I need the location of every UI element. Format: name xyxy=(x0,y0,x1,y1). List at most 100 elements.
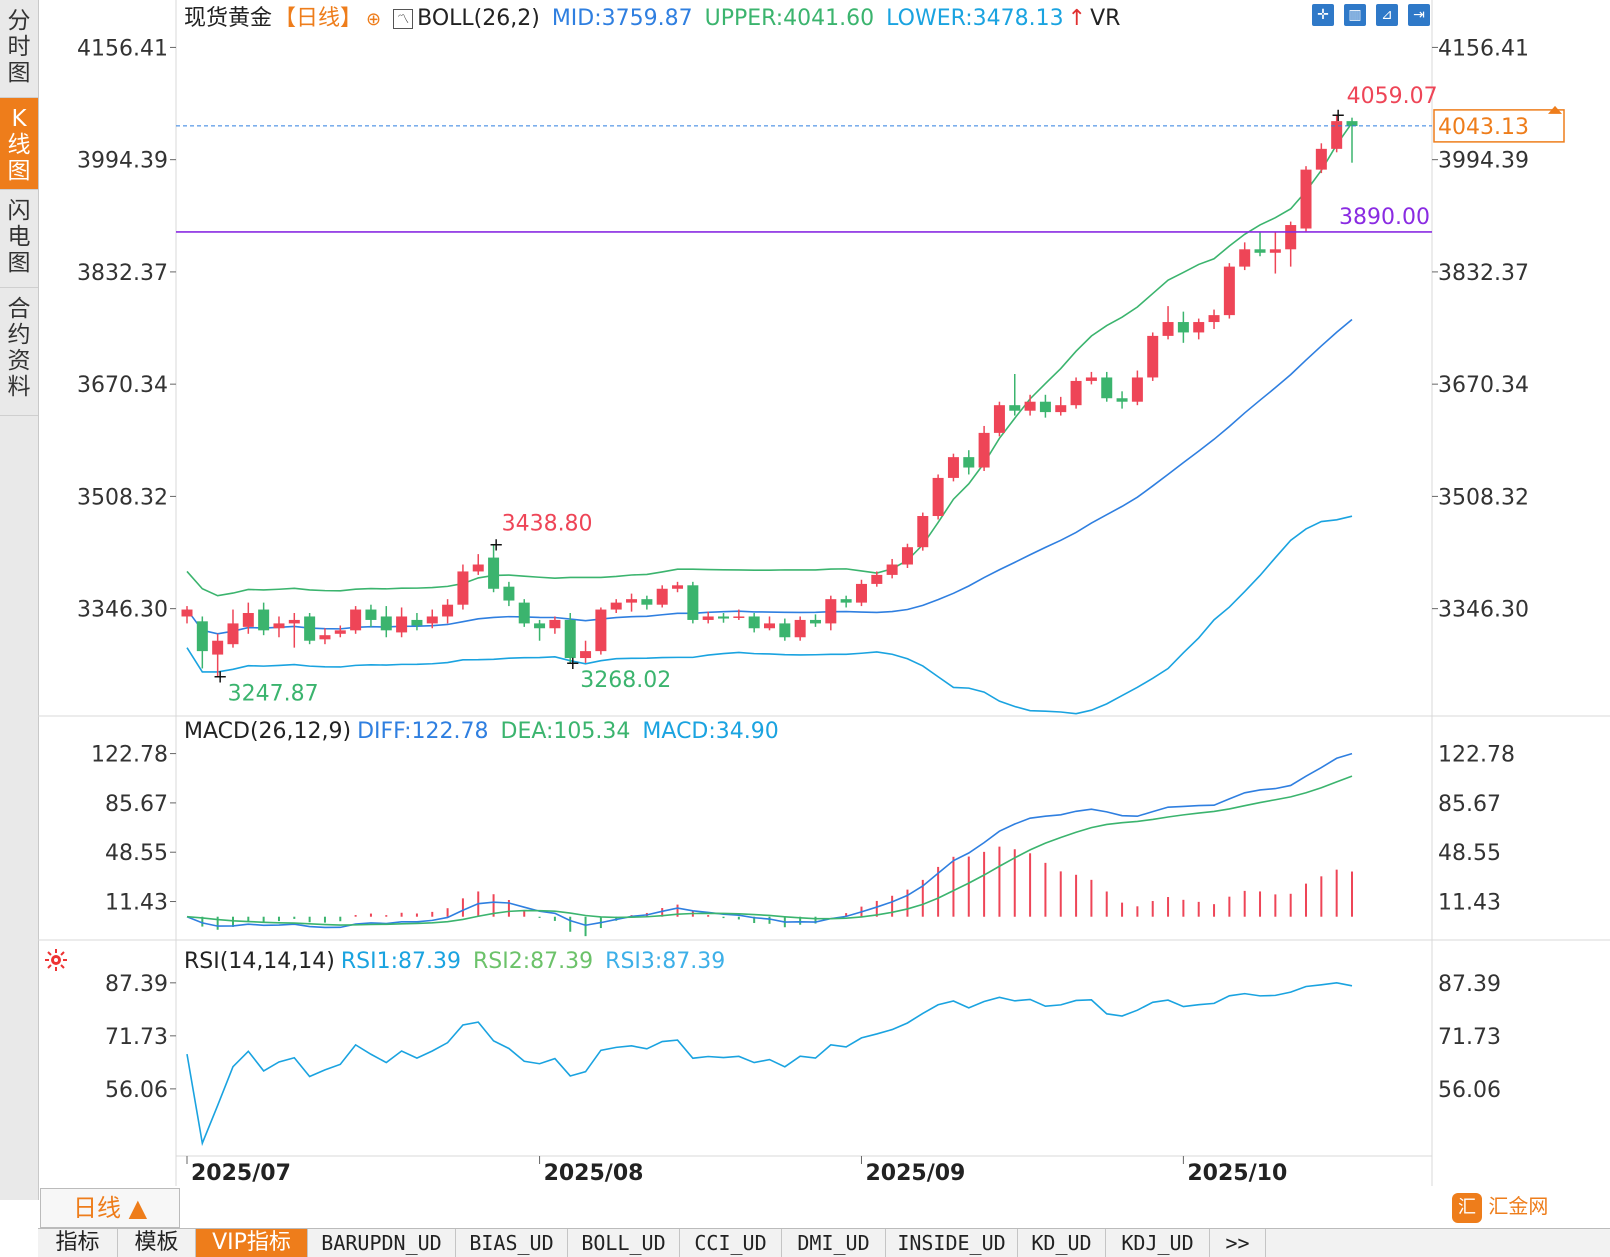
tab-barupdn-ud[interactable]: BARUPDN_UD xyxy=(308,1229,456,1257)
sidebar-tab-contract[interactable]: 合约资料 xyxy=(0,288,38,416)
rsi-tick-label: 56.06 xyxy=(105,1078,168,1103)
x-tick-label: 2025/07 xyxy=(191,1161,291,1186)
candle-body xyxy=(947,457,959,478)
watermark-text: 汇金网 xyxy=(1488,1194,1549,1218)
tab-vip-indicator[interactable]: VIP指标 xyxy=(196,1229,308,1257)
bar-view-icon[interactable]: ▥ xyxy=(1344,4,1366,26)
tab-template[interactable]: 模板 xyxy=(118,1229,196,1257)
tab-kd-ud[interactable]: KD_UD xyxy=(1018,1229,1106,1257)
candle-body xyxy=(1208,315,1220,323)
plus-circle-icon[interactable]: ⊕ xyxy=(366,9,382,30)
sidebar-tab-kline[interactable]: K线图 xyxy=(0,98,38,190)
sidebar-tab-timeshare[interactable]: 分时图 xyxy=(0,0,38,98)
candle-body xyxy=(258,609,270,631)
tab-boll-ud[interactable]: BOLL_UD xyxy=(568,1229,680,1257)
candle-body xyxy=(518,602,530,624)
candle-body xyxy=(595,609,607,652)
candle-body xyxy=(472,564,484,572)
crosshair-icon[interactable]: ✛ xyxy=(1312,4,1334,26)
tab-dmi-ud[interactable]: DMI_UD xyxy=(782,1229,886,1257)
tab-more[interactable]: >> xyxy=(1210,1229,1266,1257)
candle-body xyxy=(1085,377,1097,381)
period-selector[interactable]: 日线 ▲ xyxy=(40,1188,180,1228)
price-tick-label: 3994.39 xyxy=(77,149,168,174)
candle-body xyxy=(1024,401,1036,411)
macd-dea-value: DEA:105.34 xyxy=(500,719,631,744)
sidebar-tab-flash[interactable]: 闪电图 xyxy=(0,190,38,288)
boll-mid-value: MID:3759.87 xyxy=(551,6,693,31)
candle-body xyxy=(396,616,408,633)
watermark-icon: 汇 xyxy=(1452,1192,1482,1223)
x-tick-label: 2025/10 xyxy=(1187,1161,1287,1186)
candle-body xyxy=(871,574,883,584)
candle-body xyxy=(1039,401,1051,413)
candle-body xyxy=(503,586,515,601)
candle-body xyxy=(978,432,990,468)
last-price-arrow-icon xyxy=(1548,105,1562,114)
candle-body xyxy=(702,616,714,620)
candle-body xyxy=(1346,121,1358,126)
watermark-logo: 汇 汇金网 xyxy=(1452,1190,1548,1226)
candle-body xyxy=(196,621,208,652)
price-tick-label-right: 3670.34 xyxy=(1438,373,1529,398)
macd-tick-label-right: 85.67 xyxy=(1438,792,1501,817)
macd-tick-label: 11.43 xyxy=(105,891,168,916)
candle-body xyxy=(779,623,791,638)
last-price-label: 4043.13 xyxy=(1438,115,1529,140)
period-tag: 【日线】 xyxy=(274,6,363,31)
candle-body xyxy=(901,547,913,565)
candle-body xyxy=(687,585,699,620)
candle-body xyxy=(534,623,546,629)
rsi2-value: RSI2:87.39 xyxy=(473,949,594,974)
high-price-label: 4059.07 xyxy=(1347,84,1438,109)
candle-body xyxy=(1116,398,1128,402)
instrument-name: 现货黄金 xyxy=(184,6,273,31)
rsi3-value: RSI3:87.39 xyxy=(605,949,726,974)
candle-body xyxy=(610,602,622,610)
low-price-label-1: 3247.87 xyxy=(228,682,319,707)
boll-lower-line xyxy=(186,515,1353,715)
price-tick-label: 3508.32 xyxy=(77,485,168,510)
candle-body xyxy=(564,619,576,659)
candle-body xyxy=(917,516,929,548)
candle-body xyxy=(825,599,837,624)
candle-body xyxy=(1239,249,1251,267)
tab-bias-ud[interactable]: BIAS_UD xyxy=(456,1229,568,1257)
candle-body xyxy=(242,613,254,627)
boll-legend: 现货黄金【日线】 ⊕ 〽 BOLL(26,2) MID:3759.87 UPPER:404… xyxy=(184,4,1132,34)
vr-label[interactable]: VR xyxy=(1090,6,1121,31)
peak-price-label: 3438.80 xyxy=(502,512,593,537)
tab-indicator[interactable]: 指标 xyxy=(38,1229,118,1257)
candle-body xyxy=(426,616,438,624)
candle-body xyxy=(1147,335,1159,378)
candle-body xyxy=(1223,266,1235,316)
price-tick-label-right: 4156.41 xyxy=(1438,36,1529,61)
chart-indicator-icon[interactable]: 〽 xyxy=(393,9,414,29)
price-tick-label-right: 3508.32 xyxy=(1438,485,1529,510)
candle-body xyxy=(1331,121,1343,149)
macd-tick-label-right: 48.55 xyxy=(1438,841,1501,866)
candle-body xyxy=(993,405,1005,433)
tab-cci-ud[interactable]: CCI_UD xyxy=(680,1229,782,1257)
last-price-box xyxy=(1433,109,1565,143)
candle-body xyxy=(350,609,362,631)
red-arrow-up-icon[interactable]: ↑ xyxy=(1067,6,1087,31)
candle-body xyxy=(181,609,193,617)
macd-legend: MACD(26,12,9) DIFF:122.78 DEA:105.34 MACD:3… xyxy=(184,718,791,746)
candle-body xyxy=(1055,405,1067,413)
macd-diff-line xyxy=(186,752,1353,929)
tab-kdj-ud[interactable]: KDJ_UD xyxy=(1106,1229,1210,1257)
macd-diff-value: DIFF:122.78 xyxy=(357,719,489,744)
peak-cross-marker: + xyxy=(489,535,504,556)
candle-body xyxy=(932,477,944,517)
tab-inside-ud[interactable]: INSIDE_UD xyxy=(886,1229,1018,1257)
price-tick-label: 3670.34 xyxy=(77,373,168,398)
boll-mid-line xyxy=(186,318,1353,635)
sun-settings-icon[interactable] xyxy=(44,948,68,972)
macd-tick-label: 122.78 xyxy=(91,743,168,768)
candle-body xyxy=(1285,225,1297,250)
exit-arrow-icon[interactable]: ⇥ xyxy=(1408,4,1430,26)
chart-type-icon[interactable]: ⊿ xyxy=(1376,4,1398,26)
candle-body xyxy=(1193,322,1205,333)
